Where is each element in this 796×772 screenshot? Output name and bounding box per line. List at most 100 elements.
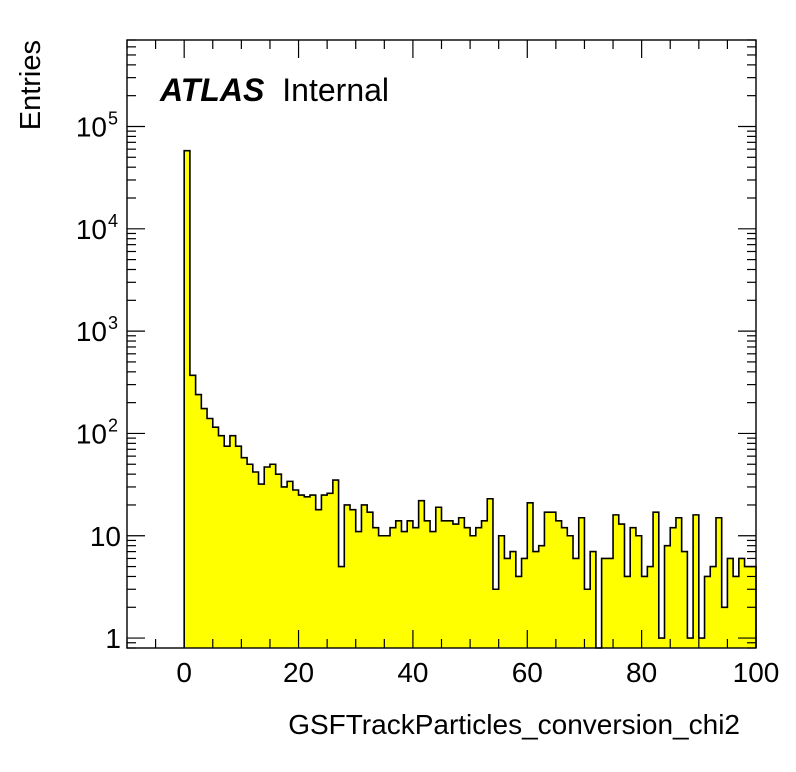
histogram-bin [229,435,237,648]
histogram-bin [721,607,728,648]
histogram-bin [567,535,574,648]
histogram-bin [693,514,700,648]
histogram-bin [338,566,345,648]
histogram-bin [350,509,357,648]
histogram-bin [607,558,614,648]
histogram-bin [727,558,734,648]
histogram-bin [344,504,351,648]
histogram-bin [532,551,540,648]
histogram-bin [418,500,425,648]
histogram-bin [235,446,242,648]
histogram-bin [275,474,282,648]
y-tick-exponent: 3 [108,313,118,333]
histogram-bin [367,512,374,648]
histogram-bin [435,507,442,648]
histogram-bin [252,471,259,648]
histogram-bin [264,466,271,648]
x-tick-label: 60 [512,657,543,688]
histogram-bin [618,524,625,648]
histogram-bin [670,527,677,648]
histogram-bin [681,551,688,648]
histogram-bin [561,527,568,648]
histogram-bin [641,576,648,648]
histogram-bin [653,512,660,648]
y-tick-label: 10 [76,316,107,347]
y-tick-label: 10 [90,521,121,552]
x-tick-label: 20 [283,657,314,688]
histogram-bin [658,638,665,648]
y-tick-exponent: 2 [108,415,118,435]
y-tick-exponent: 5 [108,108,118,128]
histogram-bin [401,531,408,648]
histogram-bin [544,512,551,648]
x-tick-label: 0 [176,657,192,688]
histogram-bin [521,558,528,648]
histogram-bin [624,576,631,648]
y-tick-exponent: 4 [108,211,118,231]
y-tick-label: 10 [76,214,107,245]
atlas-label-text: Internal [282,72,389,108]
histogram-bin [704,576,711,648]
histogram-bin [292,490,299,648]
histogram-bin [578,517,585,648]
histogram-bin [269,464,277,648]
atlas-label-bold: ATLAS [159,72,265,108]
histogram-bin [470,535,477,648]
histogram-bin [555,520,562,648]
histogram-bin [361,504,368,648]
histogram-bin [332,480,339,648]
histogram-bin [590,551,597,648]
histogram-bin [384,535,391,648]
histogram-bin [212,427,219,648]
histogram-bin [492,589,500,648]
histogram-bin [538,545,545,648]
histogram-bin [424,520,431,648]
histogram-bin [613,514,620,648]
histogram-bin [738,558,745,648]
histogram-bin [201,408,208,648]
x-axis-title: GSFTrackParticles_conversion_chi2 [288,709,740,740]
histogram-bin [527,502,534,648]
histogram-bins [184,150,757,648]
histogram-bin [321,495,328,648]
y-axis-title: Entries [15,40,47,130]
histogram-bin [298,495,305,648]
histogram-bin [281,486,288,648]
histogram-bin [372,527,379,648]
histogram-bin [241,457,248,648]
histogram-bin [327,493,334,648]
histogram-bin [584,589,591,648]
histogram-bin [601,558,608,648]
histogram-bin [698,638,705,648]
histogram-bin [218,435,225,648]
histogram-bin [635,535,643,648]
histogram-bin [515,576,522,648]
histogram-bin [475,527,482,648]
histogram-bin [378,535,385,648]
histogram-outline [183,149,757,649]
histogram-bin [647,566,654,648]
histogram-bin [430,531,437,648]
x-tick-label: 80 [626,657,657,688]
histogram-bin [412,527,420,648]
histogram-bin [504,558,511,648]
y-tick-label: 10 [76,111,107,142]
histogram-bin [355,531,362,648]
histogram-bin [441,520,448,648]
histogram-bin [309,495,317,648]
histogram-bin [464,527,471,648]
histogram-bin [395,520,402,648]
histogram-bin [573,558,580,648]
x-tick-label: 100 [733,657,780,688]
atlas-label: ATLAS Internal [159,72,389,108]
histogram-bin [258,484,265,648]
y-tick-label: 10 [76,418,107,449]
histogram-bin [195,394,202,648]
histogram-bin [733,576,740,648]
histogram-bin [498,535,505,648]
histogram-bin [458,517,465,648]
histogram-bin [630,527,637,648]
histogram-bin [390,527,397,648]
